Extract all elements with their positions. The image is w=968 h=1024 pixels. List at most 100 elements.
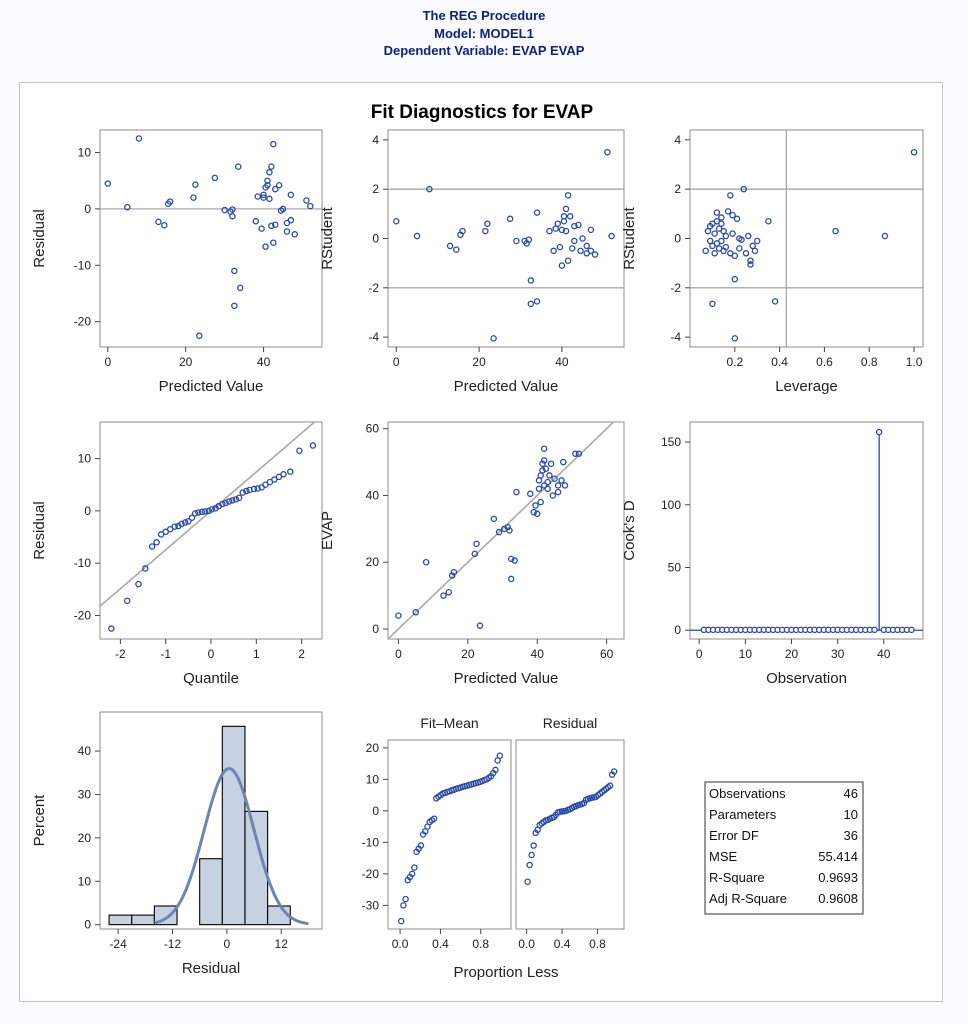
data-point bbox=[718, 214, 725, 221]
data-point bbox=[260, 191, 267, 199]
residual-vs-predicted-plot: 0 20 40 -20 -10 0 10 Predicted Value Residual bbox=[31, 129, 323, 395]
data-point bbox=[490, 515, 498, 523]
stat-value: 36 bbox=[844, 828, 858, 843]
data-point bbox=[492, 766, 499, 774]
data-point bbox=[564, 257, 572, 264]
data-point bbox=[547, 460, 555, 467]
data-point bbox=[535, 485, 543, 493]
data-point bbox=[771, 298, 779, 305]
fit-statistics-frame bbox=[704, 781, 864, 915]
data-point bbox=[526, 861, 533, 869]
data-point bbox=[254, 485, 261, 492]
x-tick-label: 0 bbox=[395, 647, 402, 661]
data-point bbox=[604, 148, 611, 156]
y-tick-label: -10 bbox=[74, 556, 92, 570]
data-point bbox=[430, 815, 438, 823]
data-point bbox=[229, 497, 236, 504]
y-tick-label: -4 bbox=[368, 330, 379, 344]
x-axis-label: Proportion Less bbox=[453, 964, 558, 981]
y-tick-label: 0 bbox=[674, 623, 681, 637]
data-point bbox=[507, 555, 515, 563]
data-point bbox=[166, 198, 174, 205]
data-point bbox=[155, 218, 162, 226]
data-point bbox=[153, 539, 160, 546]
data-point bbox=[544, 478, 551, 486]
data-point bbox=[272, 185, 279, 193]
data-point bbox=[532, 502, 539, 509]
data-point bbox=[551, 475, 558, 483]
data-point bbox=[266, 195, 273, 203]
y-axis-label: Cook's D bbox=[621, 500, 638, 561]
data-point bbox=[751, 247, 759, 255]
data-point bbox=[832, 227, 839, 235]
data-point bbox=[445, 589, 452, 596]
data-point bbox=[608, 232, 615, 240]
data-point bbox=[198, 508, 206, 516]
x-tick-label: 0.4 bbox=[771, 355, 788, 369]
x-tick-label: 0.8 bbox=[589, 937, 606, 951]
data-point bbox=[530, 842, 537, 849]
data-point bbox=[239, 489, 246, 496]
data-point bbox=[254, 193, 261, 200]
y-tick-label: 2 bbox=[372, 182, 379, 196]
data-point bbox=[587, 247, 595, 255]
histogram-bar bbox=[199, 858, 223, 926]
spread-panel-frame bbox=[387, 739, 512, 930]
y-tick-label: -20 bbox=[74, 315, 92, 329]
data-point bbox=[550, 247, 557, 255]
data-point bbox=[506, 527, 513, 534]
stat-label: Observations bbox=[709, 786, 786, 801]
y-tick-label: 4 bbox=[372, 133, 379, 147]
data-point bbox=[393, 217, 400, 225]
data-point bbox=[205, 507, 212, 515]
data-point bbox=[568, 245, 576, 252]
data-point bbox=[718, 237, 725, 245]
x-tick-label: 0 bbox=[696, 647, 703, 661]
data-point bbox=[524, 878, 531, 886]
data-point bbox=[587, 226, 595, 234]
data-point bbox=[546, 227, 553, 235]
y-tick-label: 0 bbox=[84, 918, 91, 932]
stat-label: MSE bbox=[709, 849, 738, 864]
y-axis-label: Residual bbox=[31, 209, 48, 267]
x-tick-label: -12 bbox=[164, 937, 182, 951]
data-point bbox=[232, 496, 240, 503]
x-tick-label: 0.4 bbox=[554, 937, 571, 951]
x-tick-label: 40 bbox=[877, 647, 891, 661]
data-point bbox=[271, 476, 278, 483]
data-point bbox=[426, 185, 433, 193]
x-tick-label: 0 bbox=[224, 937, 231, 951]
x-tick-label: 0.4 bbox=[432, 937, 449, 951]
data-point bbox=[262, 243, 269, 250]
data-point bbox=[219, 500, 226, 508]
data-point bbox=[564, 192, 572, 199]
data-point bbox=[157, 531, 165, 538]
data-point bbox=[575, 450, 583, 457]
data-point bbox=[527, 490, 534, 498]
data-point bbox=[417, 842, 425, 849]
x-axis-label: Predicted Value bbox=[454, 378, 559, 395]
data-point bbox=[250, 485, 258, 493]
data-point bbox=[258, 225, 265, 232]
data-point bbox=[166, 525, 174, 533]
y-axis-label: Residual bbox=[31, 501, 48, 559]
stat-label: Parameters bbox=[709, 807, 777, 822]
histogram-bar bbox=[244, 810, 269, 926]
normal-density-curve bbox=[154, 766, 309, 926]
x-tick-label: 1.0 bbox=[906, 355, 923, 369]
x-tick-label: 30 bbox=[831, 647, 845, 661]
data-point bbox=[566, 213, 574, 220]
y-tick-label: 10 bbox=[366, 772, 380, 786]
data-point bbox=[729, 230, 736, 237]
data-point bbox=[579, 235, 586, 242]
data-point bbox=[537, 498, 544, 506]
data-point bbox=[275, 473, 283, 481]
data-point bbox=[221, 206, 228, 214]
data-point bbox=[123, 597, 131, 605]
data-point bbox=[533, 298, 541, 305]
data-point bbox=[135, 580, 142, 588]
data-point bbox=[558, 262, 566, 269]
y-tick-label: 0 bbox=[674, 232, 681, 246]
x-axis-label: Leverage bbox=[775, 378, 838, 395]
data-point bbox=[525, 236, 533, 243]
